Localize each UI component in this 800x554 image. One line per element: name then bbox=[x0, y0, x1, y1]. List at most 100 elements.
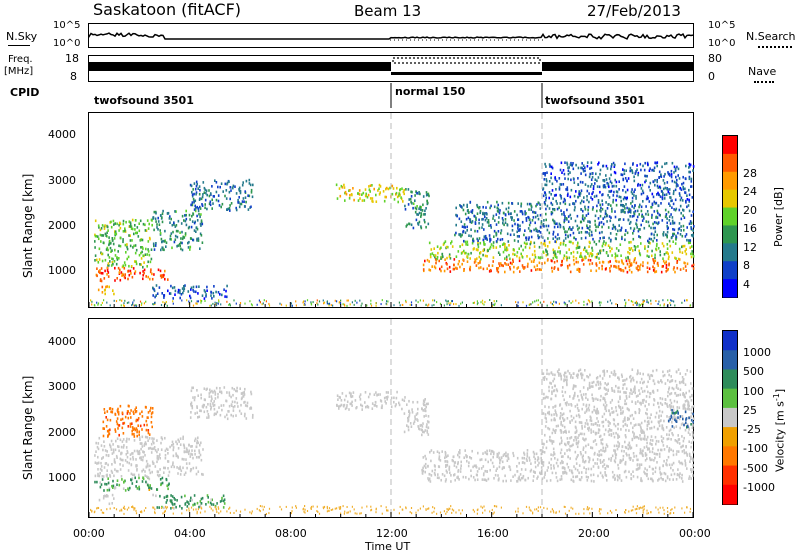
power-cell bbox=[446, 256, 448, 260]
velocity-cell bbox=[117, 424, 120, 427]
power-cell bbox=[463, 268, 465, 271]
velocity-cell bbox=[381, 404, 383, 407]
power-cell bbox=[667, 226, 669, 230]
velocity-cell bbox=[135, 464, 137, 468]
power-cell bbox=[157, 216, 159, 220]
power-cell bbox=[173, 221, 175, 225]
velocity-cell bbox=[602, 446, 604, 450]
velocity-cell bbox=[101, 469, 103, 472]
velocity-cell bbox=[587, 443, 590, 446]
velocity-cell bbox=[553, 417, 556, 420]
velocity-cell bbox=[571, 419, 573, 422]
velocity-cell bbox=[603, 433, 606, 436]
velocity-cell bbox=[136, 449, 138, 453]
power-cell bbox=[619, 195, 622, 199]
power-cell bbox=[652, 222, 654, 226]
velocity-cell bbox=[596, 453, 599, 456]
power-cell bbox=[676, 261, 678, 264]
velocity-cell bbox=[624, 462, 627, 466]
velocity-cell bbox=[105, 416, 107, 419]
velocity-cell bbox=[684, 459, 686, 462]
velocity-cell bbox=[562, 471, 564, 474]
velocity-cell bbox=[622, 387, 624, 390]
velocity-cell bbox=[684, 395, 686, 399]
velocity-cell bbox=[688, 408, 690, 411]
power-cell bbox=[608, 236, 610, 240]
velocity-cell bbox=[554, 457, 556, 460]
power-cell bbox=[679, 186, 681, 190]
power-cell bbox=[606, 214, 609, 217]
power-cell bbox=[203, 186, 206, 190]
velocity-cell bbox=[118, 445, 120, 449]
velocity-cell bbox=[94, 480, 96, 484]
velocity-cell bbox=[202, 405, 205, 409]
velocity-cell bbox=[106, 418, 109, 422]
velocity-cell bbox=[554, 384, 556, 388]
power-cell bbox=[226, 208, 228, 211]
velocity-cell bbox=[374, 404, 377, 407]
power-cell bbox=[688, 222, 691, 226]
velocity-cell bbox=[109, 443, 111, 447]
power-cell bbox=[127, 270, 129, 273]
velocity-cell bbox=[497, 478, 500, 482]
power-cell bbox=[477, 245, 480, 249]
power-cell bbox=[349, 194, 351, 197]
velocity-cell bbox=[504, 474, 506, 478]
power-ground-cell bbox=[153, 303, 155, 306]
power-cell bbox=[622, 204, 624, 208]
power-cell bbox=[191, 193, 194, 196]
velocity-cell bbox=[453, 473, 456, 476]
velocity-cell bbox=[453, 464, 456, 467]
power-cell bbox=[114, 230, 116, 233]
velocity-cell bbox=[630, 421, 632, 425]
velocity-cell bbox=[123, 479, 126, 483]
velocity-cell bbox=[161, 476, 164, 480]
power-cell bbox=[553, 253, 556, 257]
power-cell bbox=[505, 255, 508, 259]
velocity-ytick-3000: 3000 bbox=[48, 380, 76, 393]
power-cell bbox=[504, 270, 506, 274]
velocity-cell bbox=[628, 429, 630, 432]
power-cell bbox=[349, 189, 351, 192]
velocity-cell bbox=[544, 471, 546, 474]
velocity-cell bbox=[464, 449, 466, 452]
velocity-cell bbox=[679, 461, 681, 465]
cpid-label: CPID bbox=[10, 86, 40, 99]
power-cell bbox=[511, 224, 514, 228]
velocity-cell bbox=[457, 475, 459, 479]
velocity-cell bbox=[648, 395, 651, 399]
velocity-cell bbox=[666, 404, 669, 408]
power-cell bbox=[551, 270, 554, 273]
velocity-cell bbox=[585, 409, 588, 413]
velocity-cell bbox=[666, 415, 668, 418]
power-cell bbox=[123, 275, 126, 279]
power-cell bbox=[684, 191, 687, 195]
velocity-cell bbox=[613, 473, 616, 477]
power-cell bbox=[164, 277, 166, 281]
velocity-cell bbox=[134, 410, 137, 414]
velocity-cell bbox=[346, 404, 348, 407]
power-cell bbox=[667, 210, 670, 214]
power-cell bbox=[681, 251, 684, 254]
power-cell bbox=[676, 178, 678, 182]
power-cell bbox=[550, 212, 553, 216]
power-cell bbox=[666, 221, 668, 225]
power-cell bbox=[203, 297, 206, 300]
power-cell bbox=[449, 257, 452, 260]
power-cell bbox=[654, 253, 656, 257]
velocity-cell bbox=[640, 387, 643, 390]
velocity-cell bbox=[672, 461, 675, 465]
velocity-cell bbox=[122, 432, 125, 435]
power-cell bbox=[389, 186, 391, 190]
velocity-cell bbox=[129, 412, 131, 415]
power-cell bbox=[544, 261, 546, 265]
power-cell bbox=[557, 267, 559, 271]
power-cell bbox=[587, 208, 589, 212]
power-cell bbox=[690, 180, 693, 183]
power-cell bbox=[566, 208, 568, 212]
power-cell bbox=[592, 190, 594, 194]
power-cell bbox=[244, 196, 247, 199]
power-cell bbox=[111, 257, 113, 260]
power-cell bbox=[671, 179, 674, 183]
power-cell bbox=[119, 268, 121, 272]
